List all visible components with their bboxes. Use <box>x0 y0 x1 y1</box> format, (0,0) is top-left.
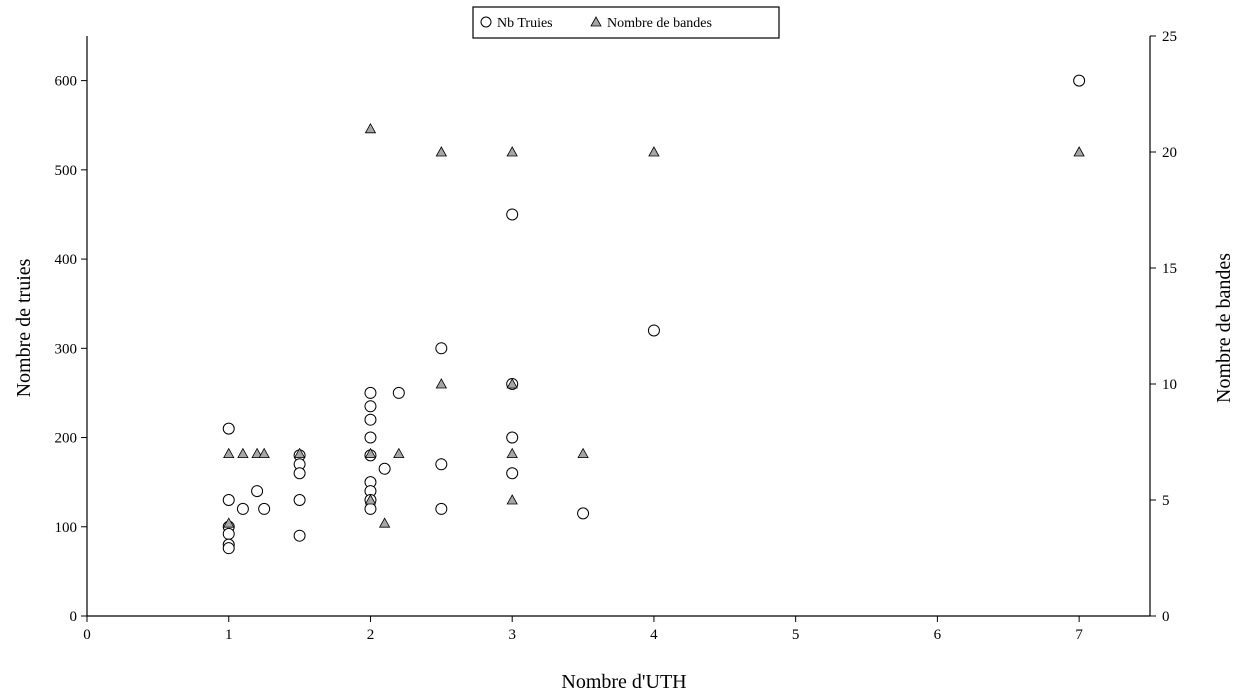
nombre-de-bandes-point <box>364 494 377 505</box>
nb-truies-point <box>435 502 448 515</box>
x-tick-label: 3 <box>508 627 516 643</box>
nombre-de-bandes-point <box>393 447 405 459</box>
nombre-de-bandes-point <box>223 447 235 459</box>
nb-truies-point <box>236 502 249 515</box>
nombre-de-bandes-point <box>435 378 448 389</box>
nb-truies-point <box>364 413 377 426</box>
y-tick-label: 500 <box>55 163 78 179</box>
nb-truies-point <box>293 467 306 480</box>
data-points <box>222 74 1086 555</box>
y2-tick-label: 5 <box>1162 493 1170 509</box>
nb-truies-point <box>293 494 306 506</box>
axes <box>81 35 1156 622</box>
y-tick-label: 0 <box>70 609 78 625</box>
y-tick-label: 600 <box>55 74 78 90</box>
legend-entry-nombre-de-bandes: Nombre de bandes <box>607 16 712 31</box>
nombre-de-bandes-point <box>648 146 660 157</box>
nb-truies-point <box>364 502 377 515</box>
nombre-de-bandes-point <box>506 494 518 505</box>
nombre-de-bandes-point <box>506 447 518 459</box>
nb-truies-point <box>364 400 377 413</box>
nb-truies-point <box>506 208 519 221</box>
x-tick-label: 2 <box>367 627 375 643</box>
nombre-de-bandes-point <box>364 122 377 134</box>
nb-truies-point <box>222 542 235 555</box>
nombre-de-bandes-point <box>577 447 589 459</box>
nb-truies-point <box>364 431 377 444</box>
tick-labels: 0 1 2 3 4 5 6 7 0 100 200 300 400 500 600 0 5 10 15 20 25 <box>55 29 1178 643</box>
nb-truies-point <box>647 324 660 337</box>
legend-triangle-marker <box>590 16 602 27</box>
y-tick-label: 100 <box>55 520 78 536</box>
nb-truies-point <box>222 527 235 540</box>
y-axis-right-title: Nombre de bandes <box>1213 253 1235 403</box>
legend: Nb Truies Nombre de bandes <box>472 6 780 39</box>
nombre-de-bandes-point <box>258 447 270 459</box>
nb-truies-point <box>378 462 391 475</box>
nb-truies-point <box>506 467 519 480</box>
nb-truies-point <box>506 431 519 444</box>
nombre-de-bandes-point <box>435 146 448 157</box>
nombre-de-bandes-point <box>378 517 391 528</box>
nb-truies-point <box>222 494 235 506</box>
nombre-de-bandes-point <box>293 447 306 459</box>
nombre-de-bandes-point <box>237 447 249 459</box>
x-tick-label: 0 <box>83 627 91 643</box>
nb-truies-point <box>251 485 264 498</box>
y2-tick-label: 10 <box>1162 377 1177 393</box>
y2-tick-label: 0 <box>1162 609 1170 625</box>
y-axis-left-title: Nombre de truies <box>13 258 35 397</box>
x-axis-title: Nombre d'UTH <box>561 671 686 692</box>
nb-truies-point <box>258 502 271 515</box>
x-tick-label: 4 <box>650 627 658 643</box>
y-tick-label: 400 <box>55 252 78 268</box>
nb-truies-point <box>435 458 448 471</box>
nombre-de-bandes-point <box>364 447 377 459</box>
x-tick-label: 5 <box>792 627 800 643</box>
nb-truies-point <box>293 529 306 542</box>
nombre-de-bandes-point <box>1073 146 1085 157</box>
nb-truies-point <box>392 386 405 399</box>
legend-entry-nb-truies: Nb Truies <box>497 16 553 31</box>
x-tick-label: 7 <box>1075 627 1083 643</box>
nb-truies-point <box>364 386 377 399</box>
y2-tick-label: 15 <box>1162 261 1177 277</box>
y2-tick-label: 25 <box>1162 29 1177 45</box>
nb-truies-point <box>222 422 235 435</box>
nombre-de-bandes-point <box>223 517 235 528</box>
nb-truies-point <box>577 507 590 520</box>
nombre-de-bandes-point <box>251 447 263 459</box>
legend-circle-marker <box>480 16 492 28</box>
x-tick-label: 6 <box>934 627 942 643</box>
nb-truies-point <box>435 342 448 355</box>
nb-truies-point <box>1073 74 1086 87</box>
nombre-de-bandes-point <box>506 146 518 157</box>
x-tick-label: 1 <box>225 627 233 643</box>
legend-box <box>472 6 780 39</box>
y-tick-label: 200 <box>55 431 78 447</box>
nombre-de-bandes-point <box>506 378 518 389</box>
y-tick-label: 300 <box>55 341 78 357</box>
y2-tick-label: 20 <box>1162 145 1177 161</box>
